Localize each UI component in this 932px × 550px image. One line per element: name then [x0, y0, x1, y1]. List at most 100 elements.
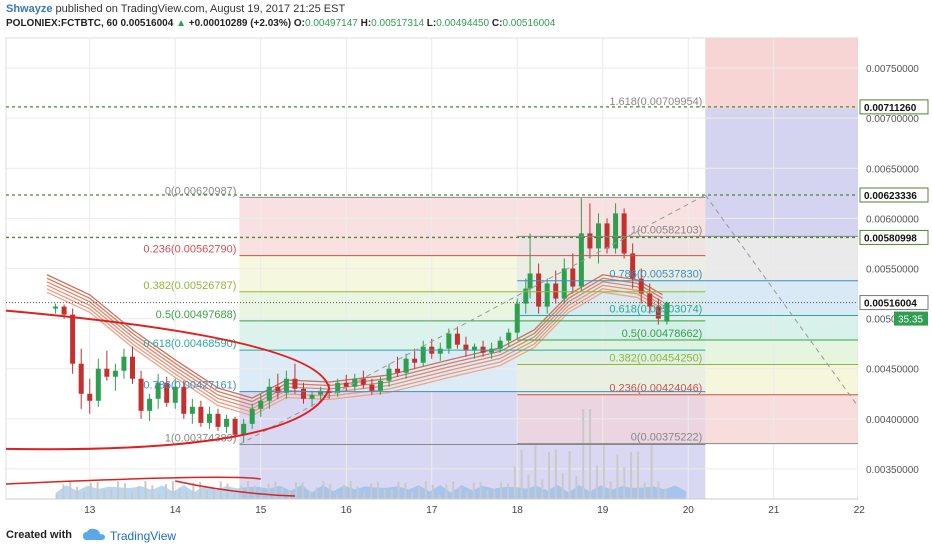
- time-tick: 15: [255, 505, 267, 516]
- target-zone: [705, 364, 885, 395]
- fib-label: 1.618(0.00709954): [609, 96, 702, 108]
- candle-body: [561, 268, 567, 299]
- volume-bar: [171, 481, 174, 499]
- countdown-box: [894, 311, 928, 326]
- candle-body: [164, 382, 170, 403]
- candle-body: [318, 390, 324, 395]
- trend-line: [239, 194, 706, 445]
- candle-body: [61, 306, 67, 315]
- candle-body: [369, 384, 375, 391]
- fib-zone: [517, 364, 706, 395]
- volume-bar: [206, 490, 209, 499]
- volume-bar: [411, 491, 414, 499]
- candle-body: [446, 333, 452, 349]
- volume-bar: [164, 484, 167, 499]
- volume-bar: [178, 487, 181, 499]
- candle-body: [112, 370, 118, 377]
- footer-bar: Created with TradingView: [0, 520, 932, 550]
- candle-body: [536, 273, 542, 307]
- candle-body: [87, 393, 93, 401]
- price-chart[interactable]: 1(0.00374389) 0.786(0.00427161) 0.618(0.00…: [0, 0, 932, 520]
- volume-bar: [554, 449, 557, 499]
- volume-bar: [103, 489, 106, 499]
- volume-bar: [219, 481, 222, 499]
- candle-body: [463, 344, 469, 351]
- target-zone: [705, 108, 885, 237]
- candle-body: [241, 423, 247, 435]
- publish-info: Shwayze published on TradingView.com, Au…: [6, 3, 345, 15]
- volume-bar: [329, 484, 332, 499]
- time-tick: 20: [683, 505, 695, 516]
- ema-line: [46, 274, 663, 399]
- candle-body: [514, 303, 520, 333]
- volume-bar: [377, 481, 380, 499]
- candle-body: [181, 386, 187, 414]
- volume-bar: [390, 489, 393, 499]
- fib-label: 1(0.00582103): [631, 224, 703, 236]
- volume-bar: [623, 466, 626, 499]
- volume-bar: [561, 472, 564, 499]
- author-name[interactable]: Shwayze: [6, 3, 53, 15]
- volume-bar: [397, 481, 400, 499]
- tradingview-brand[interactable]: TradingView: [110, 529, 177, 543]
- volume-bar: [438, 494, 441, 499]
- volume-bar: [363, 492, 366, 499]
- time-tick: 13: [84, 505, 96, 516]
- volume-bar: [452, 481, 455, 499]
- volume-bar: [281, 488, 284, 499]
- open-value: 0.00497147: [304, 18, 358, 29]
- ema-line: [46, 288, 663, 413]
- candle-body: [506, 332, 512, 341]
- symbol-label: POLONIEX:FCTBTC, 60: [6, 18, 118, 29]
- volume-bar: [643, 482, 646, 499]
- volume-bar: [582, 409, 585, 499]
- volume-bar: [212, 488, 215, 499]
- candle-body: [95, 368, 101, 401]
- time-tick: 18: [512, 505, 524, 516]
- volume-bar: [513, 466, 516, 499]
- volume-bar: [322, 481, 325, 499]
- chart-header: Shwayze published on TradingView.com, Au…: [0, 0, 932, 36]
- fib-label: 0.786(0.00427161): [143, 380, 236, 392]
- target-zone: [705, 339, 885, 365]
- published-text: published on TradingView.com, August 19,…: [52, 3, 346, 15]
- volume-bar: [82, 491, 85, 499]
- volume-bar: [294, 482, 297, 499]
- candle-body: [78, 363, 84, 394]
- candle-body: [206, 413, 212, 423]
- fib-label: 0(0.00375222): [631, 432, 703, 444]
- close-value: 0.00516004: [502, 18, 556, 29]
- candle-body: [275, 386, 281, 393]
- volume-bar: [226, 483, 229, 499]
- ema-line: [46, 284, 663, 410]
- candle-body: [258, 400, 264, 409]
- volume-bar: [472, 482, 475, 499]
- candle-body: [412, 358, 418, 363]
- candle-body: [266, 386, 272, 401]
- fib-label: 0.618(0.00468590): [143, 338, 236, 350]
- fib-label: 1(0.00374389): [165, 432, 237, 444]
- last-price: 0.00516004: [120, 18, 174, 29]
- volume-bar: [301, 482, 304, 499]
- volume-bar: [650, 443, 653, 499]
- candle-body: [249, 408, 255, 424]
- volume-bar: [500, 481, 503, 499]
- volume-bar: [89, 482, 92, 499]
- volume-bar: [534, 445, 537, 499]
- price-label: 0.00580998: [864, 233, 917, 244]
- price-label: 0.00623336: [864, 191, 917, 202]
- volume-bar: [274, 481, 277, 499]
- volume-bar: [233, 493, 236, 499]
- low-label: L:: [426, 18, 437, 29]
- volume-bar: [383, 488, 386, 499]
- price-tick: 0.00550000: [866, 265, 919, 276]
- volume-bar: [548, 452, 551, 499]
- volume-bar: [664, 488, 667, 499]
- candle-body: [138, 378, 144, 411]
- time-tick: 17: [426, 505, 438, 516]
- low-value: 0.00494450: [436, 18, 490, 29]
- volume-bar: [541, 479, 544, 499]
- volume-bar: [117, 481, 120, 499]
- high-label: H:: [360, 18, 372, 29]
- price-label: 0.00711260: [864, 103, 917, 114]
